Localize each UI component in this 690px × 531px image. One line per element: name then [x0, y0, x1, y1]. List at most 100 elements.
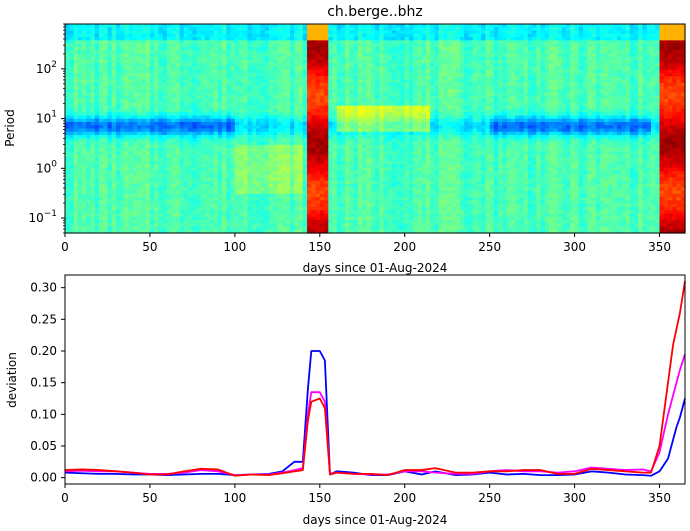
heatmap-cell	[302, 197, 308, 201]
heatmap-cell	[226, 200, 232, 205]
heatmap-cell	[149, 37, 155, 41]
heatmap-cell	[162, 86, 168, 90]
heatmap-cell	[281, 200, 287, 205]
heatmap-cell	[192, 184, 198, 188]
heatmap-cell	[111, 59, 117, 64]
heatmap-cell	[298, 229, 304, 234]
heatmap-cell	[247, 37, 253, 41]
heatmap-cell	[77, 37, 83, 41]
heatmap-cell	[230, 121, 236, 126]
heatmap-cell	[179, 148, 185, 152]
heatmap-cell	[115, 151, 121, 156]
heatmap-cell	[277, 76, 283, 81]
heatmap-cell	[222, 216, 227, 221]
heatmap-cell	[149, 99, 155, 103]
heatmap-cell	[200, 141, 206, 146]
heatmap-cell	[81, 76, 87, 81]
heatmap-cell	[196, 206, 202, 211]
heatmap-cell	[213, 229, 219, 234]
heatmap-cell	[124, 157, 130, 162]
heatmap-cell	[179, 174, 185, 179]
heatmap-cell	[247, 118, 253, 123]
heatmap-cell	[128, 203, 134, 208]
heatmap-cell	[145, 203, 151, 208]
heatmap-cell	[188, 40, 193, 45]
heatmap-cell	[251, 79, 257, 84]
heatmap-cell	[115, 131, 121, 136]
heatmap-cell	[226, 95, 232, 100]
heatmap-cell	[294, 184, 300, 188]
heatmap-cell	[209, 219, 215, 224]
heatmap-cell	[205, 99, 210, 103]
heatmap-cell	[158, 154, 164, 159]
heatmap-cell	[200, 177, 206, 182]
heatmap-cell	[256, 33, 261, 38]
heatmap-cell	[222, 131, 227, 136]
heatmap-cell	[264, 112, 270, 117]
heatmap-cell	[209, 108, 215, 113]
heatmap-cell	[132, 141, 138, 146]
heatmap-cell	[217, 99, 223, 103]
heatmap-cell	[285, 27, 291, 32]
heatmap-cell	[222, 135, 227, 139]
heatmap-cell	[69, 187, 75, 192]
heatmap-cell	[137, 206, 143, 211]
heatmap-cell	[298, 43, 304, 48]
heatmap-cell	[65, 95, 70, 100]
heatmap-cell	[251, 92, 257, 97]
heatmap-cell	[298, 66, 304, 71]
heatmap-cell	[179, 135, 185, 139]
heatmap-cell	[222, 105, 227, 110]
heatmap-cell	[243, 177, 249, 182]
heatmap-cell	[128, 161, 134, 166]
heatmap-cell	[94, 59, 100, 64]
heatmap-cell	[251, 63, 257, 68]
heatmap-cell	[251, 157, 257, 162]
heatmap-cell	[107, 167, 113, 172]
heatmap-cell	[209, 161, 215, 166]
heatmap-cell	[145, 131, 151, 136]
heatmap-cell	[107, 40, 113, 45]
heatmap-cell	[256, 174, 261, 179]
heatmap-cell	[260, 115, 266, 120]
heatmap-cell	[234, 210, 240, 215]
heatmap-cell	[239, 82, 244, 87]
heatmap-cell	[285, 167, 291, 172]
heatmap-cell	[149, 164, 155, 169]
heatmap-cell	[81, 27, 87, 32]
heatmap-cell	[222, 229, 227, 234]
heatmap-cell	[209, 24, 215, 28]
heatmap-cell	[188, 33, 193, 38]
heatmap-cell	[196, 24, 202, 28]
heatmap-cell	[179, 69, 185, 74]
heatmap-cell	[162, 187, 168, 192]
heatmap-cell	[128, 46, 134, 51]
heatmap-cell	[217, 115, 223, 120]
heatmap-cell	[260, 197, 266, 201]
heatmap-cell	[192, 33, 198, 38]
heatmap-cell	[294, 76, 300, 81]
heatmap-cell	[132, 164, 138, 169]
heatmap-cell	[171, 193, 177, 198]
heatmap-cell	[94, 69, 100, 74]
heatmap-cell	[145, 95, 151, 100]
heatmap-cell	[302, 128, 308, 133]
heatmap-cell	[302, 148, 308, 152]
heatmap-cell	[77, 219, 83, 224]
heatmap-cell	[149, 108, 155, 113]
heatmap-cell	[243, 53, 249, 58]
heatmap-cell	[175, 63, 181, 68]
heatmap-cell	[103, 151, 109, 156]
heatmap-cell	[226, 112, 232, 117]
heatmap-cell	[115, 190, 121, 195]
heatmap-cell	[217, 37, 223, 41]
heatmap-cell	[149, 30, 155, 35]
heatmap-cell	[77, 56, 83, 61]
heatmap-cell	[154, 203, 160, 208]
heatmap-cell	[256, 46, 261, 51]
heatmap-cell	[251, 226, 257, 231]
heatmap-cell	[234, 213, 240, 218]
heatmap-cell	[260, 141, 266, 146]
heatmap-cell	[90, 56, 96, 61]
heatmap-cell	[145, 177, 151, 182]
